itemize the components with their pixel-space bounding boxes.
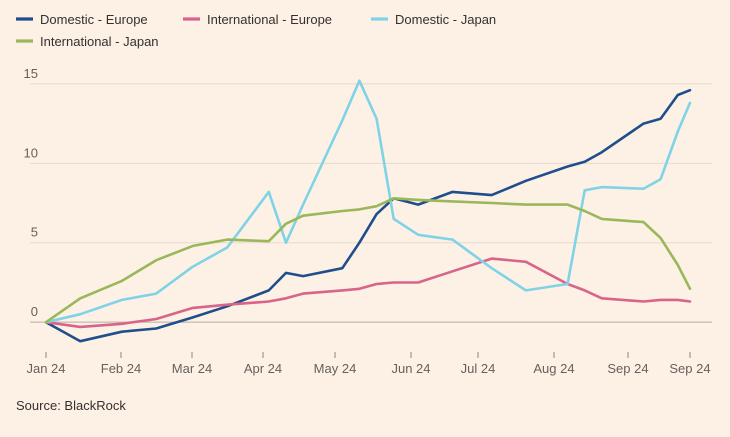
axes: 0 5 10 15 Jan 24 Feb 24 Mar 24 Apr 24 May 24 Jun … (24, 66, 711, 376)
series-line-international-europe (44, 257, 692, 329)
y-tick-label: 10 (24, 145, 38, 160)
source-note: Source: BlackRock (16, 398, 126, 413)
y-tick-label: 0 (31, 304, 38, 319)
x-tick-label: May 24 (314, 361, 357, 376)
legend-label: International - Europe (207, 12, 332, 27)
series-line-domestic-japan (44, 79, 692, 324)
x-tick-label: Apr 24 (244, 361, 282, 376)
series-line-domestic-europe (44, 88, 692, 343)
series-lines (44, 79, 692, 343)
x-tick-label: Jan 24 (26, 361, 65, 376)
legend-label: Domestic - Japan (395, 12, 496, 27)
legend-label: Domestic - Europe (40, 12, 148, 27)
y-tick-label: 5 (31, 225, 38, 240)
series-line-international-japan (44, 197, 692, 324)
x-tick-label: Jul 24 (461, 361, 496, 376)
grid (30, 83, 712, 323)
x-tick-label: Feb 24 (101, 361, 141, 376)
x-tick-label: Jun 24 (391, 361, 430, 376)
x-tick-label: Sep 24 (669, 361, 710, 376)
x-tick-label: Aug 24 (533, 361, 574, 376)
legend-label: International - Japan (40, 34, 159, 49)
x-tick-label: Sep 24 (607, 361, 648, 376)
y-tick-label: 15 (24, 66, 38, 81)
x-tick-label: Mar 24 (172, 361, 212, 376)
legend: Domestic - Europe International - Europe D… (16, 12, 496, 49)
